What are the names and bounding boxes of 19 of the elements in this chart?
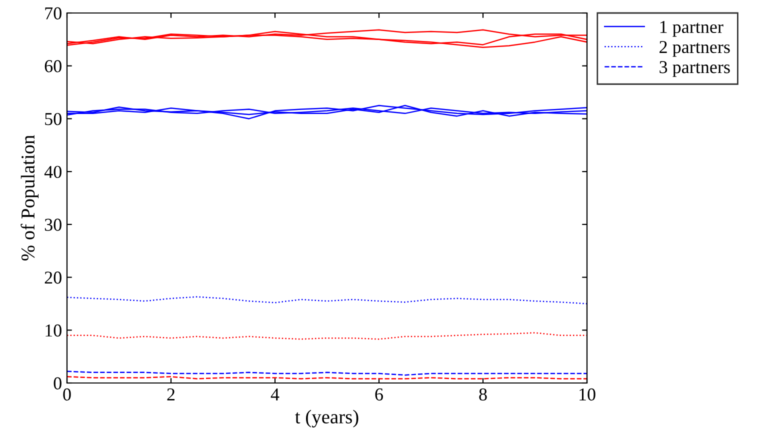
y-tick-label: 10 bbox=[46, 324, 62, 337]
legend-label: 2 partners bbox=[660, 41, 730, 57]
x-tick-label: 4 bbox=[270, 388, 280, 400]
y-tick-label: 30 bbox=[44, 218, 62, 231]
x-axis-title: t (years) bbox=[295, 410, 358, 428]
y-tick-label: 70 bbox=[45, 7, 62, 20]
y-tick-label: 40 bbox=[44, 166, 62, 178]
x-tick-label: 2 bbox=[167, 388, 175, 400]
y-tick-label: 0 bbox=[54, 377, 62, 390]
legend-label: 1 partner bbox=[660, 20, 724, 37]
y-tick-label: 20 bbox=[44, 272, 62, 284]
y-tick-label: 50 bbox=[45, 112, 62, 126]
y-axis-title: % of Population bbox=[20, 135, 39, 261]
x-tick-label: 6 bbox=[375, 388, 383, 401]
legend-label: 3 partners bbox=[660, 61, 730, 77]
x-tick-label: 0 bbox=[63, 388, 71, 401]
x-tick-label: 10 bbox=[580, 388, 596, 401]
x-tick-label: 8 bbox=[479, 388, 487, 401]
y-tick-label: 60 bbox=[44, 60, 62, 72]
